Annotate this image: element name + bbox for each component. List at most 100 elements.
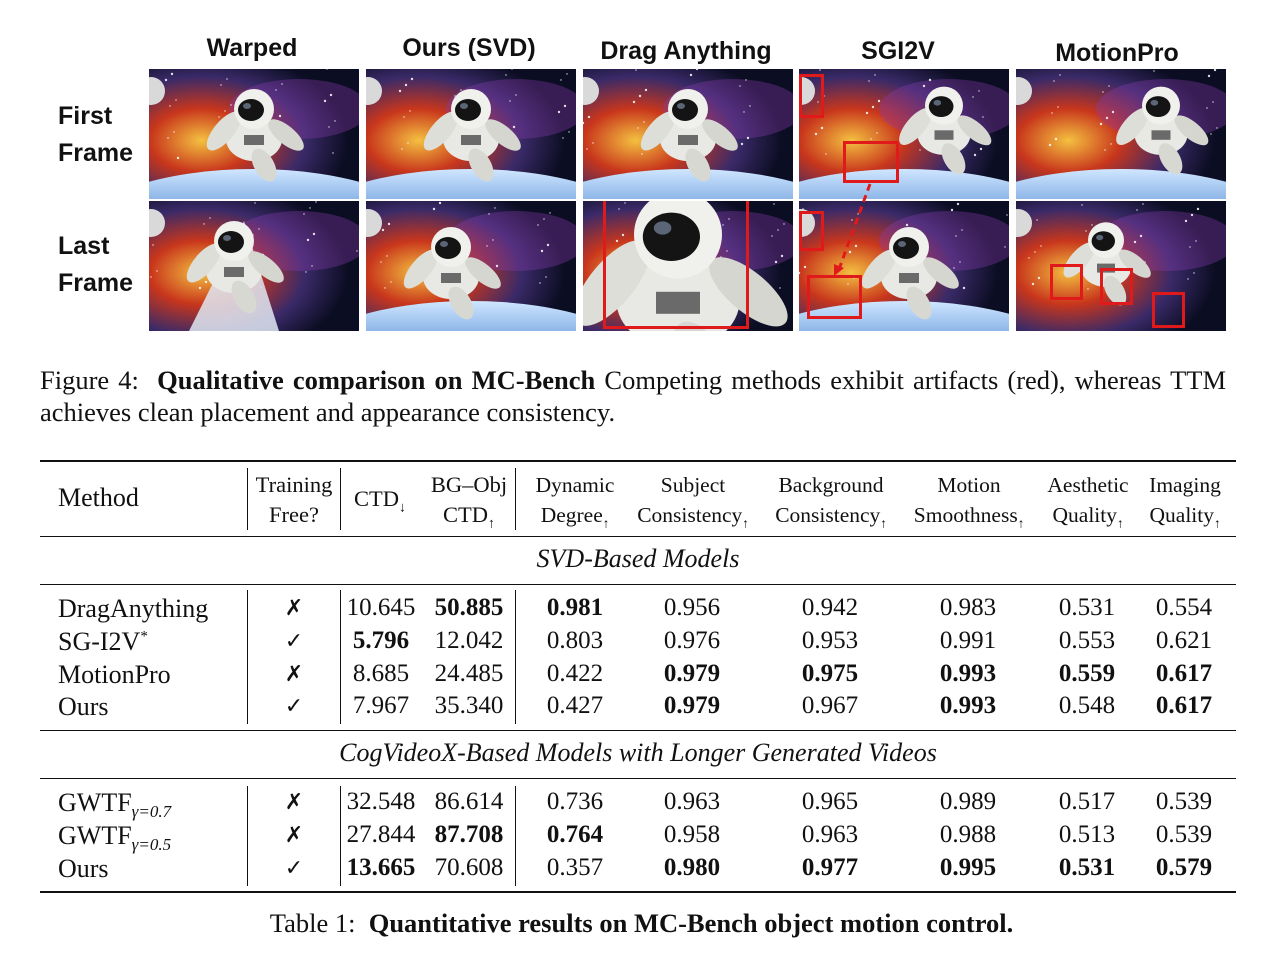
vrule: [340, 468, 341, 530]
header-imaging-quality: Imaging Quality↑: [1138, 470, 1232, 538]
metric-value-bgobj: 24.485: [434, 660, 504, 687]
header-bgobj-line2: CTD: [443, 502, 488, 527]
up-arrow: ↑: [1017, 515, 1025, 531]
header-training-line2: Free?: [269, 502, 319, 527]
header-aesthetic-quality: Aesthetic Quality↑: [1038, 470, 1138, 538]
metric-value-subj: 0.979: [663, 660, 721, 687]
metric-value-bg: 0.977: [801, 854, 859, 881]
artifact-highlight-box: [1050, 264, 1083, 300]
metric-value-img: 0.617: [1155, 692, 1213, 719]
metric-value-aes: 0.517: [1058, 788, 1116, 815]
vrule: [515, 590, 516, 724]
table-top-rule: [40, 460, 1236, 462]
header-dynamic-line2: Degree: [540, 503, 603, 527]
header-aesthetic-line1: Aesthetic: [1047, 473, 1129, 497]
method-subscript: γ=0.5: [131, 835, 172, 855]
vrule: [247, 590, 248, 724]
metric-value-subj: 0.958: [663, 821, 721, 848]
training-free-mark: ✗: [284, 596, 304, 621]
metric-value-ctd: 5.796: [352, 627, 410, 654]
metric-value-mot: 0.983: [939, 594, 997, 621]
row-header-first-line2: Frame: [58, 139, 134, 167]
metric-value-ctd: 27.844: [346, 821, 416, 848]
table-bottom-rule: [40, 891, 1236, 893]
header-subject-line2: Consistency: [637, 503, 743, 527]
method-name: DragAnything: [58, 594, 208, 624]
metric-value-mot: 0.995: [939, 854, 997, 881]
metric-value-aes: 0.548: [1058, 692, 1116, 719]
metric-value-subj: 0.980: [663, 854, 721, 881]
metric-value-bg: 0.965: [801, 788, 859, 815]
metric-value-subj: 0.979: [663, 692, 721, 719]
column-header-ours-svd: Ours (SVD): [402, 34, 536, 62]
method-label: GWTF: [58, 788, 132, 817]
header-bgobj-arrow: ↑: [488, 516, 495, 532]
column-header-motionpro: MotionPro: [1055, 39, 1179, 67]
vrule: [515, 468, 516, 530]
section-divider-rule: [40, 730, 1236, 731]
header-motion-line1: Motion: [937, 473, 1001, 497]
up-arrow: ↑: [1214, 515, 1221, 531]
header-background-line2: Consistency: [775, 503, 881, 527]
method-name: MotionPro: [58, 660, 171, 690]
metric-value-bgobj: 70.608: [434, 854, 504, 881]
artifact-highlight-box: [1100, 268, 1133, 305]
row-header-first-line1: First: [58, 102, 113, 130]
metric-value-ctd: 10.645: [346, 594, 416, 621]
figure-caption: Figure 4: Qualitative comparison on MC-B…: [40, 364, 1226, 428]
frame-image: [1016, 69, 1226, 199]
method-label: Ours: [58, 692, 109, 721]
training-free-mark: ✗: [284, 823, 304, 848]
section-title-cogvideox: CogVideoX-Based Models with Longer Gener…: [339, 738, 937, 767]
header-aesthetic-line2: Quality: [1052, 503, 1118, 527]
metric-value-aes: 0.531: [1058, 594, 1116, 621]
artifact-connector-arrow: [830, 180, 880, 285]
header-background-line1: Background: [778, 473, 884, 497]
metric-value-img: 0.554: [1155, 594, 1213, 621]
method-label: Ours: [58, 854, 109, 883]
metric-value-aes: 0.531: [1058, 854, 1116, 881]
metric-value-subj: 0.956: [663, 594, 721, 621]
method-name: Ours: [58, 854, 109, 884]
metric-value-bg: 0.963: [801, 821, 859, 848]
figure-caption-title: Qualitative comparison on MC-Bench: [157, 365, 596, 395]
metric-value-dyn: 0.764: [546, 821, 604, 848]
metric-value-aes: 0.553: [1058, 627, 1116, 654]
method-label: DragAnything: [58, 594, 209, 623]
metric-value-dyn: 0.422: [546, 660, 604, 687]
artifact-highlight-box: [799, 211, 824, 251]
metric-value-dyn: 0.427: [546, 692, 604, 719]
header-training-line1: Training: [255, 472, 333, 497]
metric-value-dyn: 0.803: [546, 627, 604, 654]
header-dynamic-degree: Dynamic Degree↑: [520, 470, 630, 538]
artifact-highlight-box: [799, 74, 824, 118]
header-subject-consistency: Subject Consistency↑: [626, 470, 760, 538]
column-header-drag-anything: Drag Anything: [600, 37, 772, 65]
training-free-mark: ✗: [284, 662, 304, 687]
header-imaging-line1: Imaging: [1149, 473, 1221, 497]
header-subject-line1: Subject: [660, 473, 726, 497]
frame-image: [366, 201, 576, 331]
artifact-highlight-box: [1152, 292, 1185, 328]
metric-value-bg: 0.953: [801, 627, 859, 654]
metric-value-img: 0.579: [1155, 854, 1213, 881]
frame-image: [1016, 201, 1226, 331]
metric-value-dyn: 0.981: [546, 594, 604, 621]
vrule: [340, 786, 341, 886]
up-arrow: ↑: [602, 515, 610, 531]
training-free-mark: ✗: [284, 790, 304, 815]
metric-value-bg: 0.942: [801, 594, 859, 621]
metric-value-ctd: 7.967: [352, 692, 410, 719]
frame-image: [149, 69, 359, 199]
header-motion-smoothness: Motion Smoothness↑: [902, 470, 1036, 538]
metric-value-mot: 0.993: [939, 692, 997, 719]
table-caption-title: Quantitative results on MC-Bench object …: [368, 908, 1014, 938]
row-header-first-frame: First Frame: [58, 98, 133, 172]
section-title-svd: SVD-Based Models: [536, 544, 740, 573]
metric-value-img: 0.621: [1155, 627, 1213, 654]
metric-value-mot: 0.991: [939, 627, 997, 654]
training-free-mark: ✓: [284, 629, 304, 654]
metric-value-mot: 0.989: [939, 788, 997, 815]
column-header-sgi2v: SGI2V: [861, 37, 935, 65]
metric-value-bgobj: 86.614: [434, 788, 504, 815]
